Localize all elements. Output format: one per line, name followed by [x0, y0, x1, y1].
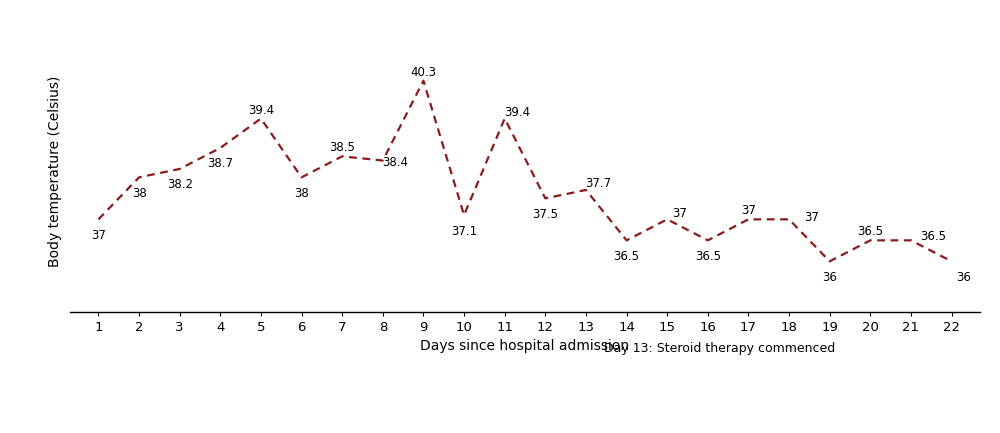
Text: 38.4: 38.4 — [382, 156, 408, 169]
Text: 39.4: 39.4 — [504, 106, 530, 119]
Text: 38: 38 — [294, 187, 309, 200]
Text: 38.5: 38.5 — [329, 142, 355, 155]
Text: 36.5: 36.5 — [857, 226, 883, 239]
X-axis label: Days since hospital admission: Days since hospital admission — [420, 339, 630, 353]
Text: 37.7: 37.7 — [585, 177, 611, 190]
Text: 36: 36 — [956, 271, 971, 284]
Text: 36.5: 36.5 — [614, 250, 640, 263]
Text: 36: 36 — [822, 271, 837, 284]
Text: 37.5: 37.5 — [532, 208, 558, 221]
Text: 37: 37 — [672, 207, 687, 220]
Text: 40.3: 40.3 — [410, 66, 436, 79]
Text: 37: 37 — [741, 204, 756, 217]
Text: 39.4: 39.4 — [248, 103, 274, 116]
Text: 37: 37 — [804, 211, 819, 224]
Text: 37: 37 — [91, 229, 106, 242]
Y-axis label: Body temperature (Celsius): Body temperature (Celsius) — [48, 75, 62, 267]
Text: 36.5: 36.5 — [695, 250, 721, 263]
Text: Day 13: Steroid therapy commenced: Day 13: Steroid therapy commenced — [604, 342, 836, 355]
Text: 38: 38 — [132, 187, 146, 200]
Text: 38.2: 38.2 — [167, 178, 193, 191]
Text: 38.7: 38.7 — [207, 157, 233, 171]
Text: 37.1: 37.1 — [451, 225, 477, 238]
Text: 36.5: 36.5 — [920, 229, 946, 242]
